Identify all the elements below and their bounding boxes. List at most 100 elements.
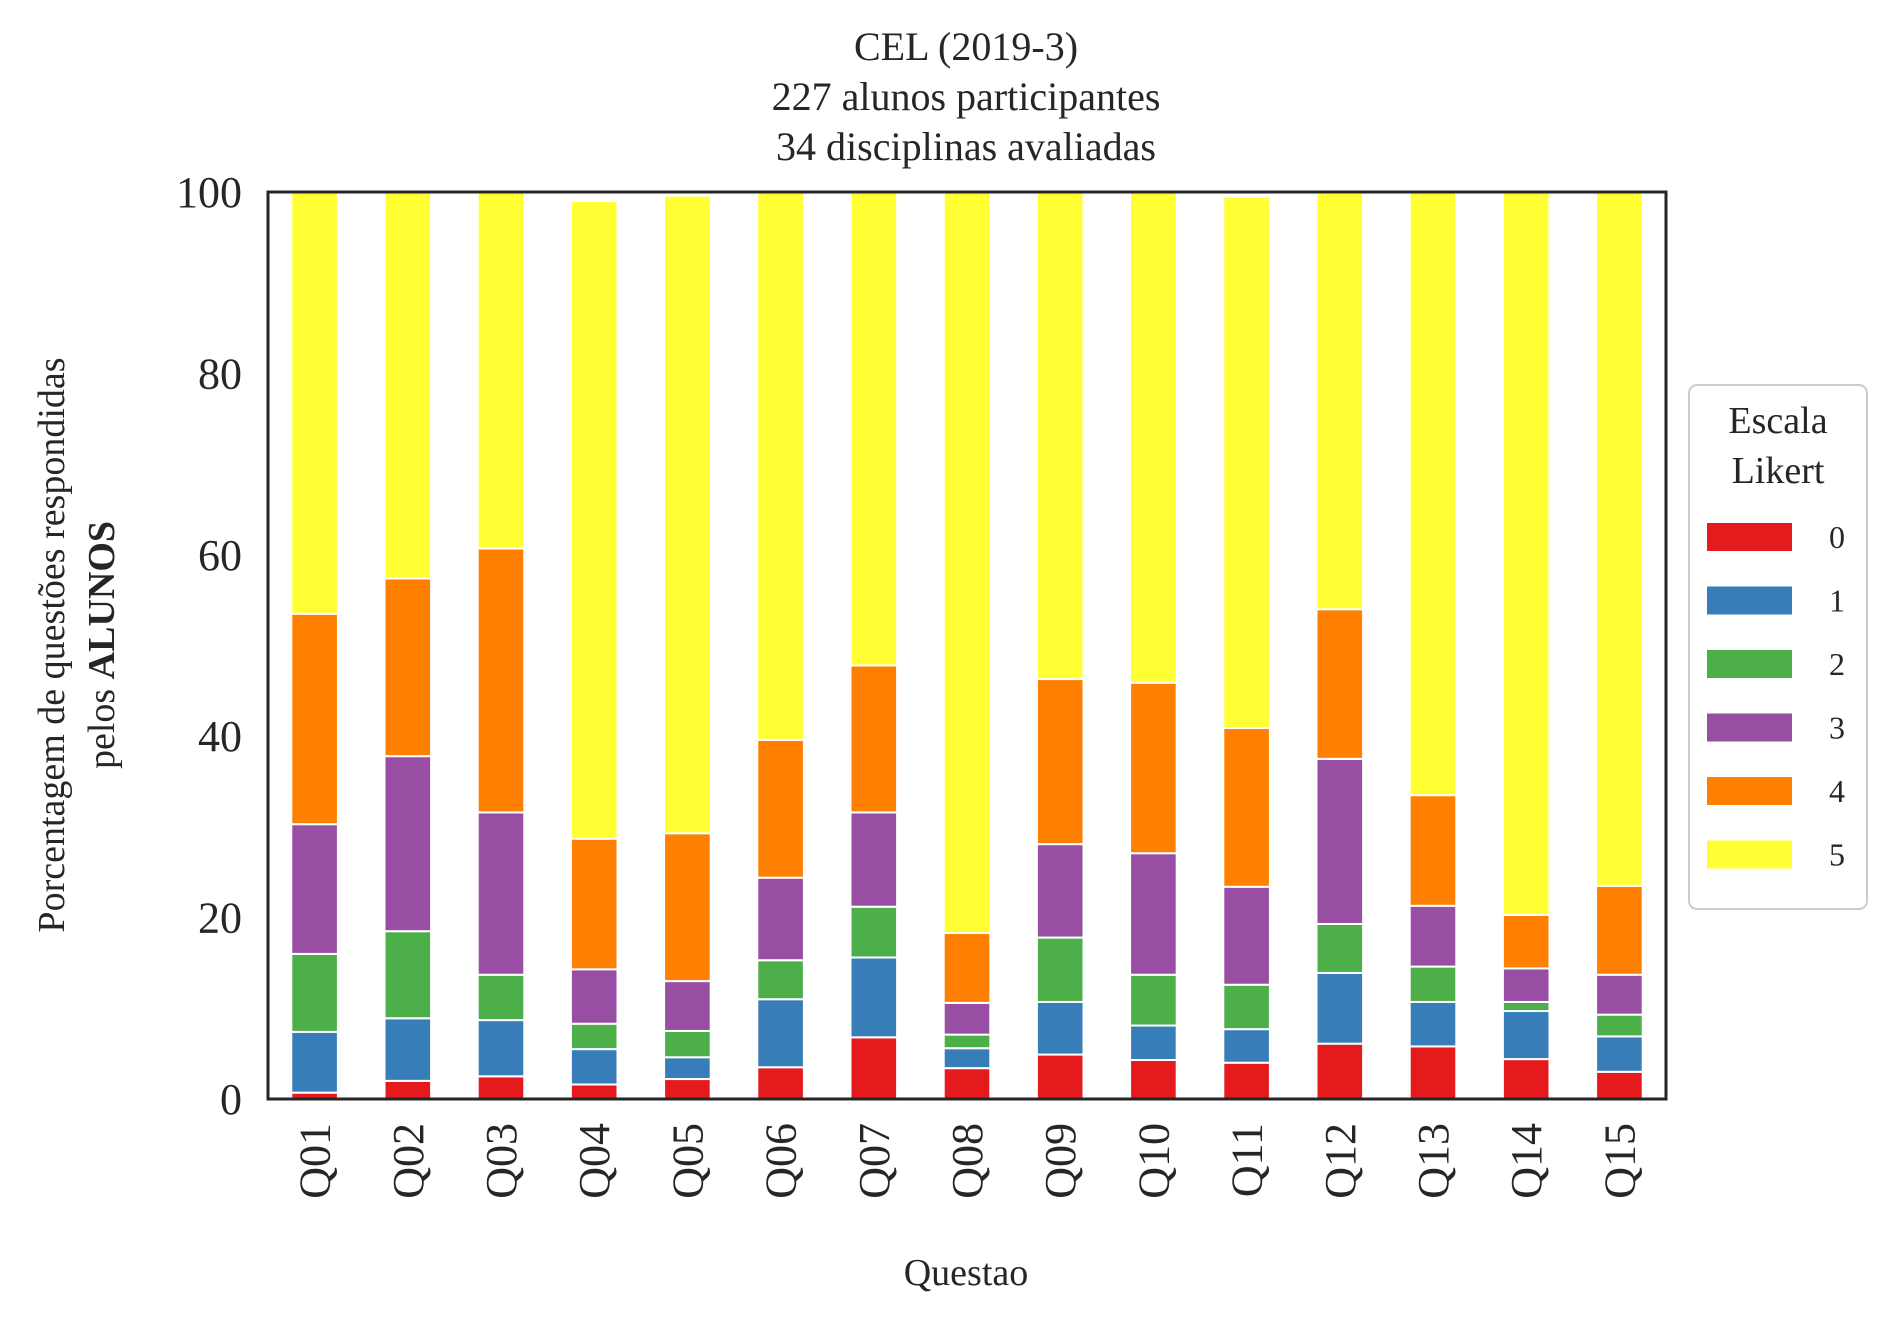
legend-title-line1: Escala xyxy=(1728,400,1827,442)
x-tick-label-q05: Q05 xyxy=(663,1123,712,1199)
bar-q13-likert-5 xyxy=(1408,191,1458,797)
bar-q10-likert-4 xyxy=(1129,681,1178,855)
bar-q08-likert-0 xyxy=(942,1067,992,1101)
bar-q12-likert-2 xyxy=(1315,922,1365,974)
legend-label-0: 0 xyxy=(1829,519,1845,555)
legend-swatch-3 xyxy=(1707,713,1792,742)
legend-swatch-5 xyxy=(1707,840,1792,869)
y-tick-label: 20 xyxy=(198,894,242,943)
bar-q15-likert-3 xyxy=(1595,973,1644,1016)
x-axis-ticks: Q01 Q02 Q03 Q04 Q05 Q06 Q07 Q08 Q09 Q10 Q11 Q12 Q13 Q… xyxy=(291,1123,1645,1199)
bar-q02-likert-2 xyxy=(383,930,433,1020)
bar-q09-likert-2 xyxy=(1035,936,1085,1003)
x-tick-label-q07: Q07 xyxy=(850,1123,899,1199)
y-tick-label: 80 xyxy=(198,349,242,398)
y-tick-label: 100 xyxy=(176,168,242,217)
bar-q06-likert-1 xyxy=(756,998,805,1069)
chart-subtitle-disciplines: 34 disciplinas avaliadas xyxy=(776,124,1156,169)
bar-q03-likert-1 xyxy=(476,1019,526,1078)
bar-q04-likert-1 xyxy=(569,1048,619,1086)
bar-q05-likert-5 xyxy=(663,194,712,835)
legend-label-1: 1 xyxy=(1829,583,1845,619)
bar-q11-likert-3 xyxy=(1222,885,1271,986)
legend-label-3: 3 xyxy=(1829,710,1845,746)
y-axis-label: Porcentagem de questões respondidas pelo… xyxy=(31,357,123,932)
bar-q11-likert-2 xyxy=(1222,983,1271,1031)
bar-q15-likert-5 xyxy=(1595,191,1644,887)
bar-q07-likert-4 xyxy=(849,664,899,814)
y-tick-label: 60 xyxy=(198,531,242,580)
x-tick-label-q09: Q09 xyxy=(1036,1123,1085,1199)
legend-label-5: 5 xyxy=(1829,837,1845,873)
bar-q05-likert-3 xyxy=(663,980,712,1032)
bar-q14-likert-5 xyxy=(1501,191,1551,916)
bar-q12-likert-4 xyxy=(1315,608,1365,760)
bar-q04-likert-3 xyxy=(569,968,619,1025)
x-tick-label-q10: Q10 xyxy=(1129,1123,1178,1199)
bar-q13-likert-1 xyxy=(1408,1000,1458,1048)
bar-q13-likert-2 xyxy=(1408,965,1458,1003)
y-tick-label: 40 xyxy=(198,712,242,761)
bar-q11-likert-0 xyxy=(1222,1061,1271,1100)
bar-q07-likert-0 xyxy=(849,1036,899,1100)
x-tick-label-q08: Q08 xyxy=(943,1123,992,1199)
bar-q01-likert-2 xyxy=(290,952,339,1033)
y-axis-ticks: 0 20 40 60 80 100 xyxy=(176,168,242,1124)
bar-q11-likert-4 xyxy=(1222,727,1271,888)
bar-q06-likert-5 xyxy=(756,191,805,741)
bar-q13-likert-4 xyxy=(1408,794,1458,907)
x-tick-label-q15: Q15 xyxy=(1595,1123,1644,1199)
bar-q14-likert-1 xyxy=(1501,1010,1551,1061)
bar-q02-likert-1 xyxy=(383,1017,433,1082)
bar-q04-likert-5 xyxy=(569,200,619,840)
bar-q10-likert-3 xyxy=(1129,852,1178,976)
bar-q09-likert-3 xyxy=(1035,843,1085,939)
bar-q12-likert-1 xyxy=(1315,971,1365,1045)
bars-group xyxy=(290,191,1644,1101)
bar-q01-likert-5 xyxy=(290,191,339,615)
bar-q02-likert-4 xyxy=(383,577,433,758)
bar-q10-likert-0 xyxy=(1129,1059,1178,1100)
bar-q12-likert-5 xyxy=(1315,191,1365,611)
y-axis-label-bold: ALUNOS xyxy=(81,521,123,679)
y-tick-label: 0 xyxy=(220,1075,242,1124)
chart-title-line: CEL (2019-3) xyxy=(854,24,1078,69)
bar-q05-likert-1 xyxy=(663,1056,712,1081)
bar-q15-likert-1 xyxy=(1595,1035,1644,1073)
x-tick-label-q13: Q13 xyxy=(1409,1123,1458,1199)
bar-q13-likert-0 xyxy=(1408,1045,1458,1101)
legend-items: 0 1 2 3 4 5 xyxy=(1707,519,1845,873)
x-tick-label-q14: Q14 xyxy=(1502,1123,1551,1199)
bar-q09-likert-0 xyxy=(1035,1053,1085,1101)
chart-title: CEL (2019-3) 227 alunos participantes 34… xyxy=(772,24,1161,169)
y-axis-label-line2: pelos ALUNOS xyxy=(81,521,123,769)
bar-q10-likert-2 xyxy=(1129,973,1178,1027)
bar-q09-likert-4 xyxy=(1035,678,1085,846)
x-tick-label-q03: Q03 xyxy=(477,1123,526,1199)
bar-q06-likert-0 xyxy=(756,1066,805,1101)
y-axis-label-prefix: pelos xyxy=(81,679,123,769)
bar-q06-likert-3 xyxy=(756,876,805,962)
legend-swatch-4 xyxy=(1707,777,1792,805)
bar-q06-likert-2 xyxy=(756,959,805,1001)
x-tick-label-q04: Q04 xyxy=(570,1123,619,1199)
bar-q01-likert-3 xyxy=(290,823,339,955)
bar-q11-likert-1 xyxy=(1222,1028,1271,1064)
bar-q07-likert-3 xyxy=(849,811,899,908)
x-tick-label-q01: Q01 xyxy=(291,1123,340,1199)
bar-q08-likert-5 xyxy=(942,191,992,935)
bar-q07-likert-2 xyxy=(849,905,899,959)
bar-q14-likert-3 xyxy=(1501,967,1551,1003)
bar-q12-likert-0 xyxy=(1315,1042,1365,1101)
bar-q04-likert-4 xyxy=(569,837,619,971)
x-tick-label-q02: Q02 xyxy=(384,1123,433,1199)
bar-q10-likert-1 xyxy=(1129,1024,1178,1062)
legend-label-2: 2 xyxy=(1829,646,1845,682)
legend-swatch-0 xyxy=(1707,523,1792,551)
bar-q09-likert-1 xyxy=(1035,1000,1085,1056)
bar-q06-likert-4 xyxy=(756,738,805,879)
x-tick-label-q11: Q11 xyxy=(1223,1123,1272,1197)
bar-q05-likert-2 xyxy=(663,1029,712,1059)
